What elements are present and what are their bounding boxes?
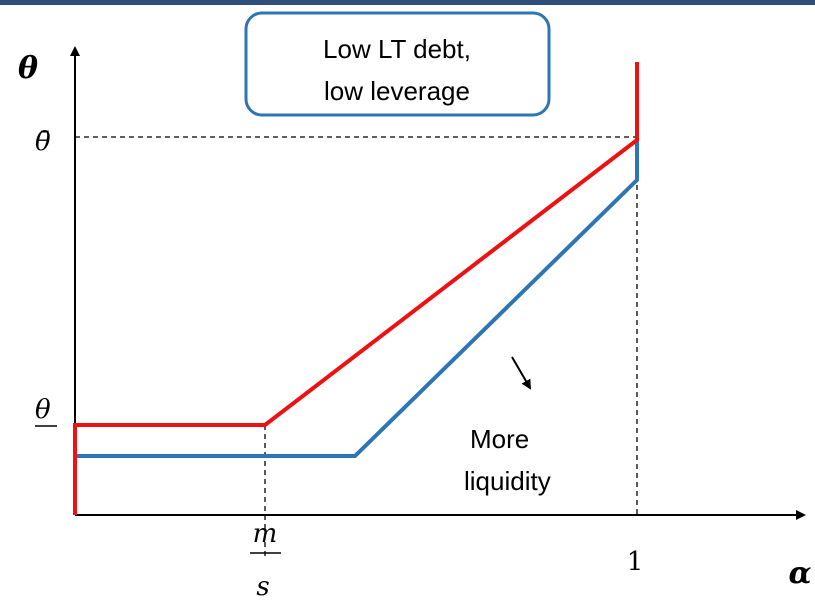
y-axis-label: θ (18, 51, 38, 86)
y-label-upper: θ̄ (35, 127, 51, 157)
red-curve (73, 62, 639, 515)
x-axis-label: α (788, 556, 811, 591)
blue-curve (75, 140, 639, 458)
box-line: low leverage (324, 76, 470, 106)
fraction-bottom: s (256, 572, 269, 601)
x-label-one: 1 (627, 547, 644, 577)
shift-arrow (511, 356, 532, 390)
annotation: liquidity (464, 466, 551, 496)
annotation: More (470, 424, 529, 454)
fraction-top: m (253, 519, 278, 549)
box-line: Low LT debt, (323, 34, 471, 64)
y-label-lower: θ (35, 395, 51, 425)
guides (75, 136, 638, 560)
label-box (244, 11, 551, 117)
top-bar (0, 0, 815, 5)
